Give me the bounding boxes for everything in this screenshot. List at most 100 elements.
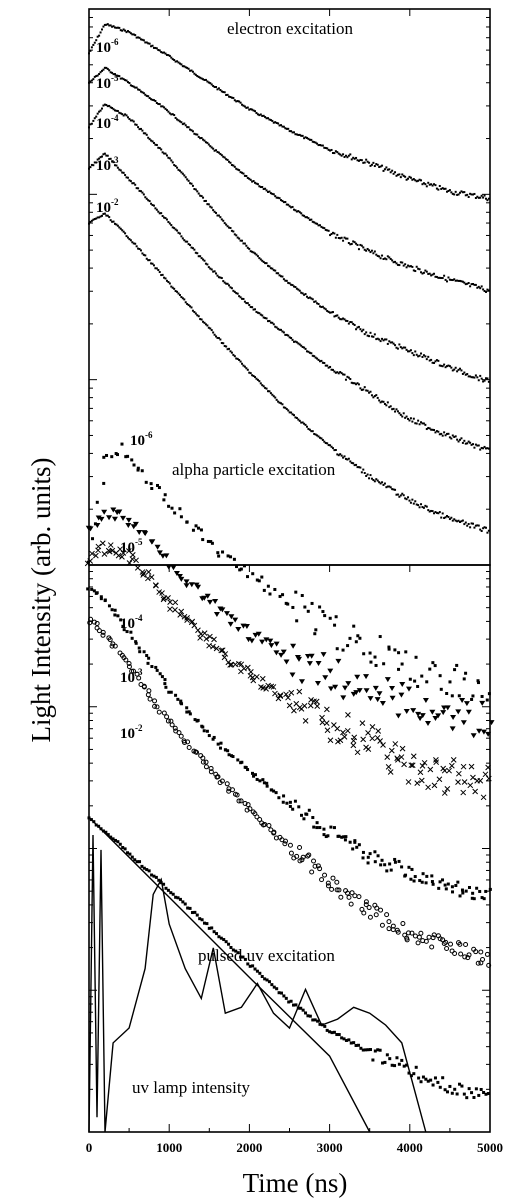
electron-curve-point xyxy=(320,437,323,440)
electron-curve-point xyxy=(459,191,462,194)
electron-curve-point xyxy=(388,168,391,171)
alpha-curve-point xyxy=(423,938,429,944)
electron-curve-point xyxy=(197,315,200,318)
pulsed-uv-point xyxy=(178,897,182,901)
electron-curve-point xyxy=(368,391,371,394)
electron-curve-point xyxy=(304,423,307,426)
electron-curve-point xyxy=(431,361,434,364)
electron-curve-point xyxy=(209,205,212,208)
alpha-curve-point xyxy=(311,858,317,864)
electron-curve-point xyxy=(187,67,190,70)
electron-curve-point xyxy=(307,427,310,430)
curve-label: 10-6 xyxy=(130,430,153,449)
electron-curve-point xyxy=(337,236,340,239)
electron-curve-point xyxy=(109,106,112,109)
electron-curve-point xyxy=(176,229,179,232)
electron-curve-point xyxy=(100,28,103,31)
alpha-curve-point xyxy=(281,800,285,804)
electron-curve-point xyxy=(102,68,105,71)
electron-curve-point xyxy=(420,271,423,274)
alpha-curve-point xyxy=(487,692,491,696)
pulsed-uv-point xyxy=(236,951,240,955)
pulsed-uv-point xyxy=(270,983,274,987)
electron-curve-point xyxy=(164,107,167,110)
electron-curve-point xyxy=(126,176,129,179)
electron-curve-point xyxy=(391,408,394,411)
electron-curve-point xyxy=(366,389,369,392)
electron-curve-point xyxy=(278,274,281,277)
electron-curve-point xyxy=(330,232,333,235)
electron-curve-point xyxy=(389,486,392,489)
alpha-curve-point xyxy=(322,827,326,831)
alpha-curve-point xyxy=(441,878,445,882)
electron-curve-point xyxy=(129,180,132,183)
electron-curve-point xyxy=(145,133,148,136)
electron-curve-point xyxy=(108,104,111,107)
alpha-curve-point xyxy=(446,882,450,886)
electron-curve-point xyxy=(254,110,257,113)
electron-curve-point xyxy=(245,175,248,178)
alpha-curve-point xyxy=(245,664,251,671)
alpha-curve-point xyxy=(327,686,334,692)
alpha-curve-point xyxy=(258,779,262,783)
electron-curve-point xyxy=(220,341,223,344)
alpha-curve-point xyxy=(119,554,125,560)
electron-curve-point xyxy=(119,77,122,80)
x-tick-label: 4000 xyxy=(397,1140,423,1155)
alpha-curve-point xyxy=(413,875,417,879)
alpha-curve-point xyxy=(343,838,347,842)
alpha-curve-point xyxy=(388,747,395,754)
alpha-curve-point xyxy=(361,850,365,854)
alpha-curve-point xyxy=(286,602,290,606)
electron-curve-point xyxy=(171,58,174,61)
electron-curve-point xyxy=(378,338,381,341)
alpha-curve-point xyxy=(163,678,167,682)
alpha-curve-point xyxy=(248,638,255,644)
electron-curve-point xyxy=(213,86,216,89)
electron-curve-point xyxy=(391,488,394,491)
electron-curve-point xyxy=(245,367,248,370)
alpha-curve-point xyxy=(87,526,94,532)
alpha-curve-point xyxy=(210,541,214,545)
electron-curve-point xyxy=(145,94,148,97)
electron-curve-point xyxy=(415,422,418,425)
electron-curve-point xyxy=(420,179,423,182)
pulsed-uv-point xyxy=(424,1077,428,1081)
pulsed-uv-point xyxy=(289,999,293,1003)
alpha-curve-point xyxy=(440,710,447,716)
pulsed-uv-point xyxy=(470,1091,474,1095)
electron-curve-point xyxy=(223,156,226,159)
alpha-curve-point xyxy=(141,684,147,690)
electron-curve-point xyxy=(453,193,456,196)
electron-curve-point xyxy=(243,174,246,177)
electron-curve-point xyxy=(106,23,109,26)
electron-curve-point xyxy=(238,358,241,361)
electron-curve-point xyxy=(294,133,297,136)
pulsed-uv-point xyxy=(474,1087,478,1091)
electron-curve-point xyxy=(229,226,232,229)
electron-curve-point xyxy=(357,159,360,162)
electron-curve-point xyxy=(305,350,308,353)
electron-curve-point xyxy=(223,91,226,94)
electron-curve-point xyxy=(100,107,103,110)
electron-curve-point xyxy=(217,87,220,90)
electron-curve-point xyxy=(105,66,108,69)
electron-curve-point xyxy=(193,72,196,75)
electron-curve-point xyxy=(409,417,412,420)
alpha-curve-point xyxy=(322,833,326,837)
electron-curve-point xyxy=(204,323,207,326)
electron-curve-point xyxy=(473,192,476,195)
electron-curve-point xyxy=(213,149,216,152)
electron-curve-point xyxy=(311,430,314,433)
electron-curve-point xyxy=(318,436,321,439)
electron-curve-point xyxy=(128,82,131,85)
alpha-curve-point xyxy=(334,879,340,885)
electron-curve-point xyxy=(129,119,132,122)
electron-curve-point xyxy=(170,159,173,162)
electron-curve-point xyxy=(178,232,181,235)
electron-curve-point xyxy=(190,306,193,309)
alpha-curve-point xyxy=(255,777,259,781)
electron-curve-point xyxy=(181,297,184,300)
alpha-curve-point xyxy=(221,550,225,554)
electron-curve-point xyxy=(271,192,274,195)
